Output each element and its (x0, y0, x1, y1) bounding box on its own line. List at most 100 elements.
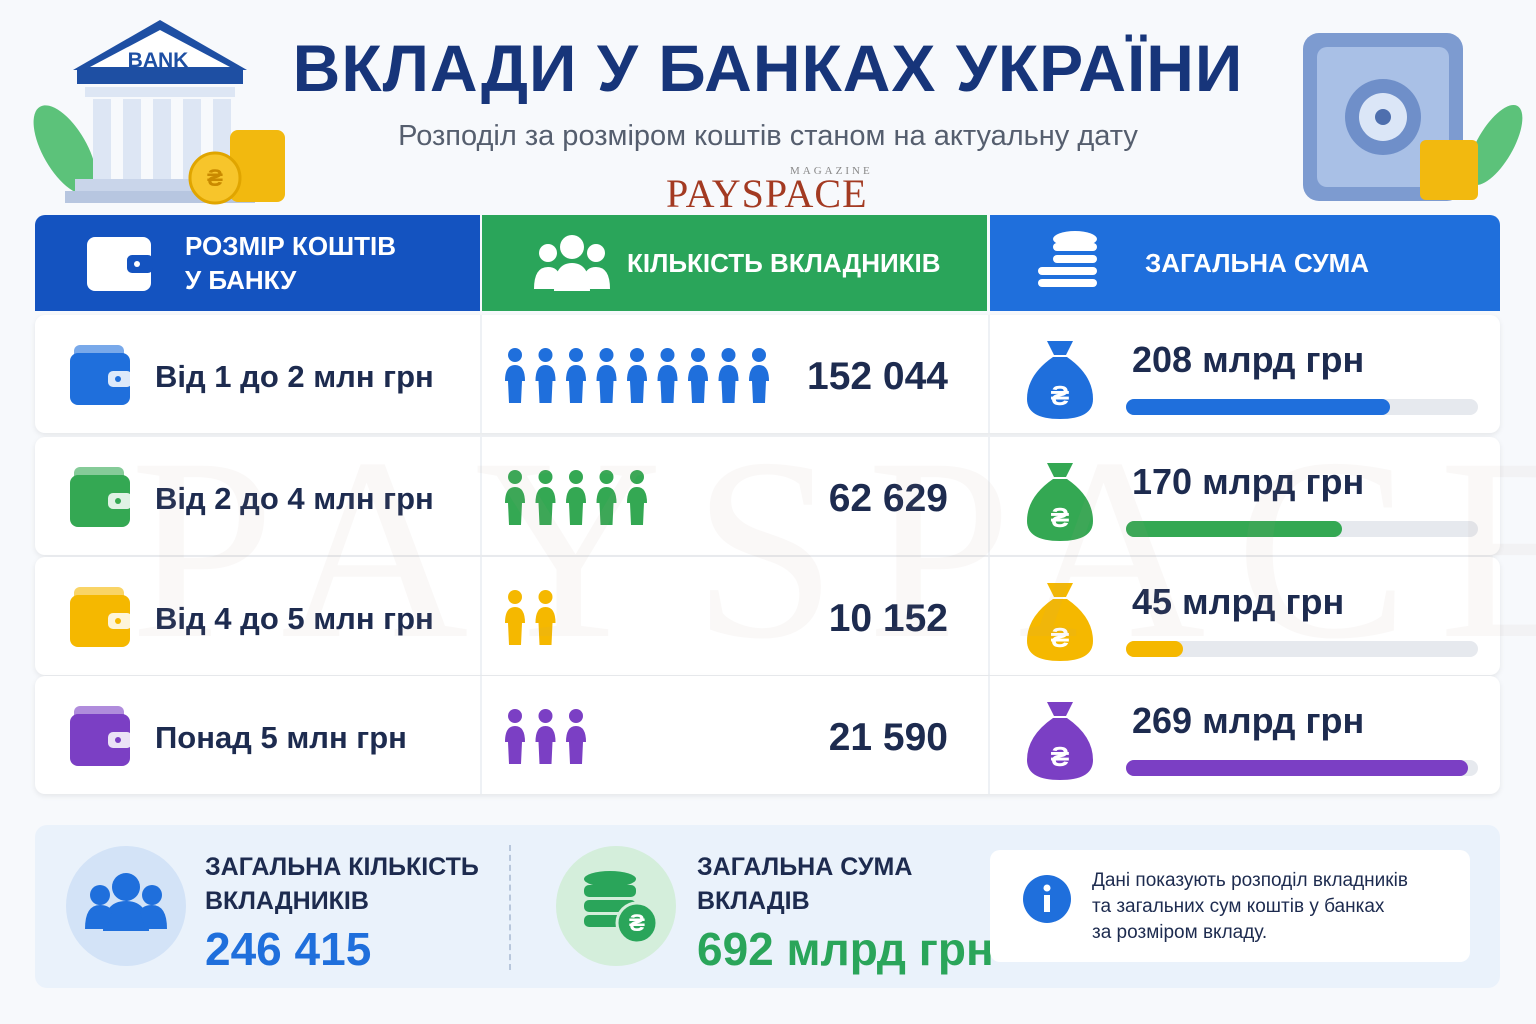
column-separator (480, 676, 482, 794)
wallet-body (70, 595, 130, 647)
depositor-count: 21 590 (828, 716, 948, 759)
person-head (538, 590, 553, 604)
people-icons (505, 470, 647, 525)
person-head (752, 348, 766, 362)
person-body (505, 726, 525, 764)
currency-icon: ₴ (1051, 502, 1070, 533)
wallet-body (70, 353, 130, 405)
money-bag-icon: ₴ (1027, 463, 1093, 541)
person-head (508, 590, 522, 604)
person-body (749, 365, 769, 403)
summary-value: 246 415 (205, 923, 372, 975)
person-head (599, 470, 614, 484)
wallet-icon (70, 467, 132, 527)
person-head (569, 348, 583, 362)
person-head (508, 709, 522, 723)
bag-body (1027, 479, 1093, 541)
person-body (657, 365, 678, 403)
bar-track (1126, 641, 1478, 657)
person-head (538, 470, 553, 484)
safe-illustration (1303, 33, 1523, 201)
currency-icon: ₴ (1051, 741, 1070, 772)
money-bag-icon: ₴ (1027, 341, 1093, 419)
column-title: КІЛЬКІСТЬ ВКЛАДНИКІВ (627, 248, 941, 278)
summary-value: 692 млрд грн (697, 923, 994, 975)
column-separator (480, 315, 482, 433)
amount-label: 170 млрд грн (1132, 461, 1365, 502)
bar (1126, 760, 1468, 776)
people-icons (505, 590, 556, 645)
wallet-icon (70, 706, 132, 766)
wallet-body (70, 714, 130, 766)
amount-label: 45 млрд грн (1132, 581, 1345, 622)
person-head (721, 348, 736, 362)
person-head (508, 470, 522, 484)
wallet-dot (115, 737, 121, 743)
coins-icon (1038, 231, 1097, 287)
title: ВКЛАДИ У БАНКАХ УКРАЇНИ (292, 31, 1244, 105)
person-head (630, 348, 644, 362)
table-row: Від 1 до 2 млн грн 152 044 ₴ 208 млрд грн (35, 315, 1500, 433)
column-header: РОЗМІР КОШТІВ У БАНКУ (35, 215, 480, 311)
currency-icon: ₴ (1051, 622, 1070, 653)
person-body (627, 487, 647, 525)
column-header: ЗАГАЛЬНА СУМА (990, 215, 1500, 311)
column-separator (988, 437, 990, 555)
divider (509, 845, 511, 970)
wallet-dot (115, 618, 121, 624)
amount-label: 208 млрд грн (1132, 339, 1365, 380)
currency-icon: ₴ (629, 910, 645, 937)
person-body (596, 365, 617, 403)
note-box (990, 850, 1470, 962)
note: Дані показують розподіл вкладників та за… (1092, 870, 1408, 943)
range-label: Від 4 до 5 млн грн (155, 601, 434, 636)
logo: PAYSPACE (666, 171, 868, 216)
person-body (566, 487, 586, 525)
bar (1126, 641, 1184, 657)
person-body (566, 365, 586, 403)
summary-title: ЗАГАЛЬНА СУМА ВКЛАДІВ (697, 853, 913, 915)
depositor-count: 152 044 (807, 355, 948, 398)
person-body (566, 726, 586, 764)
wallet-icon (70, 587, 132, 647)
coins-badge: ₴ (556, 846, 676, 966)
money-bag-icon: ₴ (1027, 583, 1093, 661)
column-separator (988, 557, 990, 675)
summary-title: ЗАГАЛЬНА КІЛЬКІСТЬ ВКЛАДНИКІВ (205, 853, 479, 915)
column-separator (480, 557, 482, 675)
money-bag-icon: ₴ (1027, 702, 1093, 780)
person-body (718, 365, 739, 403)
people-badge (66, 846, 186, 966)
range-label: Від 2 до 4 млн грн (155, 481, 434, 516)
person-head (569, 709, 583, 723)
person-body (535, 365, 556, 403)
wallet-icon (87, 237, 153, 291)
people-icon (534, 235, 610, 291)
person-head (691, 348, 705, 362)
column-separator (988, 676, 990, 794)
info-icon (1023, 875, 1071, 923)
person-body (505, 365, 525, 403)
bank-illustration: BANK ₴ (33, 20, 285, 205)
people-icons (505, 348, 769, 403)
table-row: Від 2 до 4 млн грн 62 629 ₴ 170 млрд грн (35, 437, 1500, 555)
column-separator (988, 315, 990, 433)
logo-tagline: MAGAZINE (790, 165, 873, 177)
wallet-dot (115, 498, 121, 504)
bar-track (1126, 521, 1478, 537)
bag-top (1047, 702, 1073, 716)
amount-label: 269 млрд грн (1132, 700, 1365, 741)
person-head (538, 709, 553, 723)
bank-sign: BANK (128, 49, 189, 72)
bag-body (1027, 718, 1093, 780)
person-head (569, 470, 583, 484)
bag-top (1047, 463, 1073, 477)
bar (1126, 399, 1391, 415)
currency-icon: ₴ (1051, 380, 1070, 411)
person-body (505, 607, 525, 645)
column-title: РОЗМІР КОШТІВ У БАНКУ (185, 231, 397, 295)
person-body (627, 365, 647, 403)
column-separator (480, 437, 482, 555)
bag-top (1047, 583, 1073, 597)
